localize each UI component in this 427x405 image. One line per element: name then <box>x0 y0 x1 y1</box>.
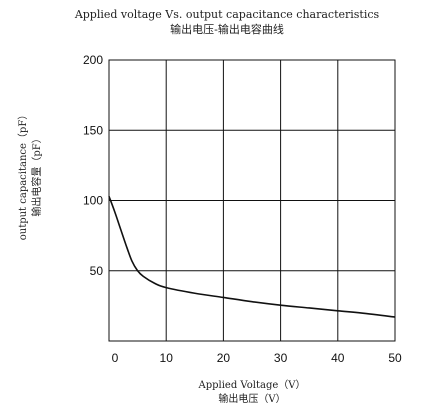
x-tick-label-10: 10 <box>160 351 174 365</box>
y-axis-label: output capacitance（pF） <box>17 110 29 241</box>
series-line-capacitance <box>108 196 396 318</box>
x-tick-label-40: 40 <box>331 351 345 365</box>
y-tick-label-200: 200 <box>83 53 103 67</box>
grid-lines <box>109 60 395 341</box>
x-tick-label-30: 30 <box>274 351 288 365</box>
x-axis-label: Applied Voltage（V） <box>198 379 306 391</box>
chart-subtitle: 输出电压-输出电容曲线 <box>170 22 284 36</box>
y-axis-label-cn: 输出电容量（pF） <box>30 133 43 216</box>
y-tick-label-100: 100 <box>83 194 103 208</box>
x-tick-label-20: 20 <box>217 351 231 365</box>
x-tick-label-50: 50 <box>388 351 402 365</box>
x-axis-label-cn: 输出电压（V） <box>218 392 285 405</box>
x-tick-label-0: 0 <box>112 351 119 365</box>
y-tick-label-150: 150 <box>83 123 103 137</box>
y-tick-label-50: 50 <box>90 264 104 278</box>
chart-title: Applied voltage Vs. output capacitance c… <box>74 8 380 21</box>
tick-labels: 0 10 20 30 40 50 50 100 150 200 <box>83 53 402 365</box>
plot-frame <box>108 59 396 342</box>
